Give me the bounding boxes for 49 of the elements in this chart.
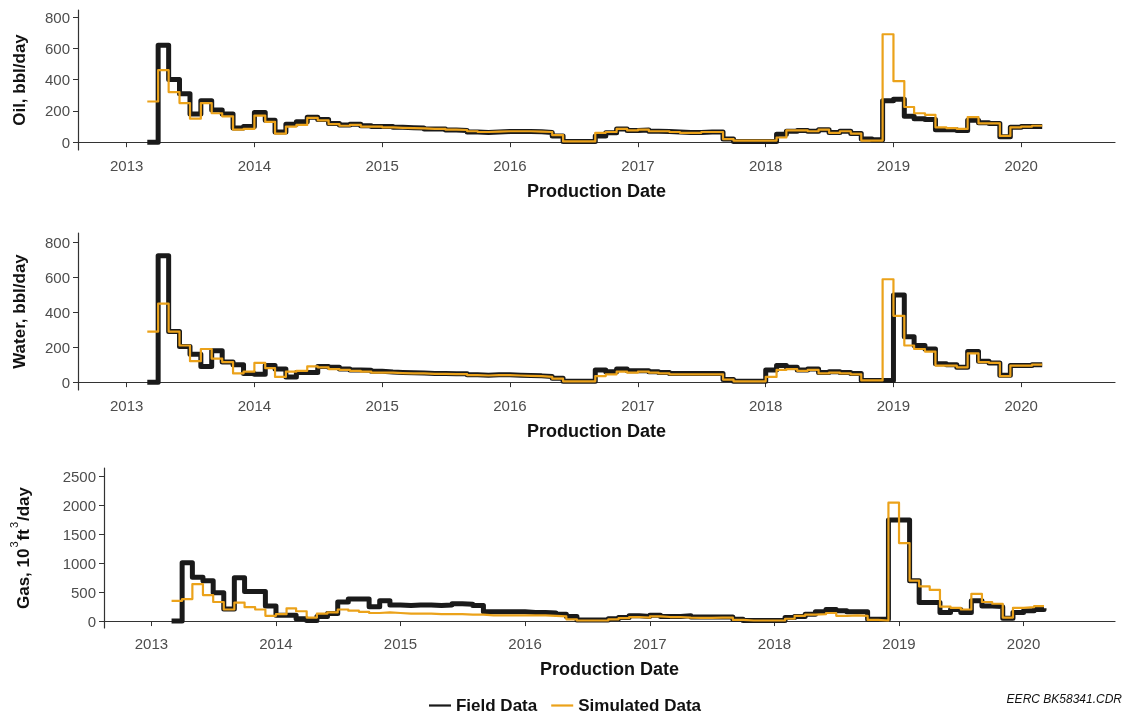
text: EERC BK58341.CDR [1006, 692, 1123, 706]
x-tick-label: 2020 [1004, 157, 1038, 174]
x-tick-label: 2020 [1006, 635, 1041, 652]
y-tick-label: 0 [61, 133, 70, 151]
y-tick-label: 400 [44, 71, 70, 89]
x-tick-label: 2014 [237, 397, 272, 414]
y-tick-label: 2000 [62, 497, 96, 515]
x-tick-label: 2018 [749, 397, 783, 414]
x-axis-title: Production Date [539, 659, 680, 679]
x-tick-label: 2018 [757, 635, 792, 652]
y-tick-label: 800 [44, 8, 70, 26]
x-tick-label: 2016 [493, 157, 527, 174]
y-tick-label: 800 [44, 234, 70, 252]
x-tick-label: 2013 [109, 397, 144, 414]
x-axis-title: Production Date [526, 421, 667, 441]
legend-label: Field Data [455, 696, 538, 715]
x-tick-label: 2013 [109, 157, 144, 174]
x-tick-label: 2017 [633, 635, 667, 652]
y-tick-label: 1500 [62, 525, 96, 543]
y-tick-label: 0 [87, 612, 96, 630]
x-axis-title: Production Date [526, 181, 667, 201]
x-tick-label: 2019 [876, 157, 911, 174]
x-tick-label: 2019 [882, 635, 916, 652]
x-tick-label: 2013 [134, 635, 169, 652]
x-tick-label: 2019 [876, 397, 911, 414]
x-tick-label: 2020 [1004, 397, 1038, 414]
y-tick-label: 2500 [62, 468, 96, 486]
x-tick-label: 2017 [621, 397, 655, 414]
x-tick-label: 2014 [259, 635, 293, 652]
x-tick-label: 2018 [749, 157, 783, 174]
y-axis-title: Gas, 103ft3/day [7, 486, 33, 610]
x-tick-label: 2015 [365, 397, 399, 414]
x-tick-label: 2015 [383, 635, 418, 652]
x-tick-label: 2014 [237, 157, 272, 174]
x-tick-label: 2016 [493, 397, 527, 414]
y-tick-label: 0 [61, 373, 70, 391]
x-tick-label: 2015 [365, 157, 399, 174]
y-tick-label: 500 [70, 583, 96, 601]
y-tick-label: 200 [44, 338, 70, 356]
legend-label: Simulated Data [578, 696, 702, 715]
y-tick-label: 1000 [62, 554, 96, 572]
y-axis-title: Oil, bbl/day [10, 33, 29, 126]
y-axis-title: Water, bbl/day [10, 253, 29, 369]
x-tick-label: 2017 [621, 157, 655, 174]
y-tick-label: 600 [44, 39, 70, 57]
y-tick-label: 200 [44, 102, 70, 120]
y-tick-label: 600 [44, 268, 70, 286]
x-tick-label: 2016 [508, 635, 542, 652]
y-tick-label: 400 [44, 303, 70, 321]
